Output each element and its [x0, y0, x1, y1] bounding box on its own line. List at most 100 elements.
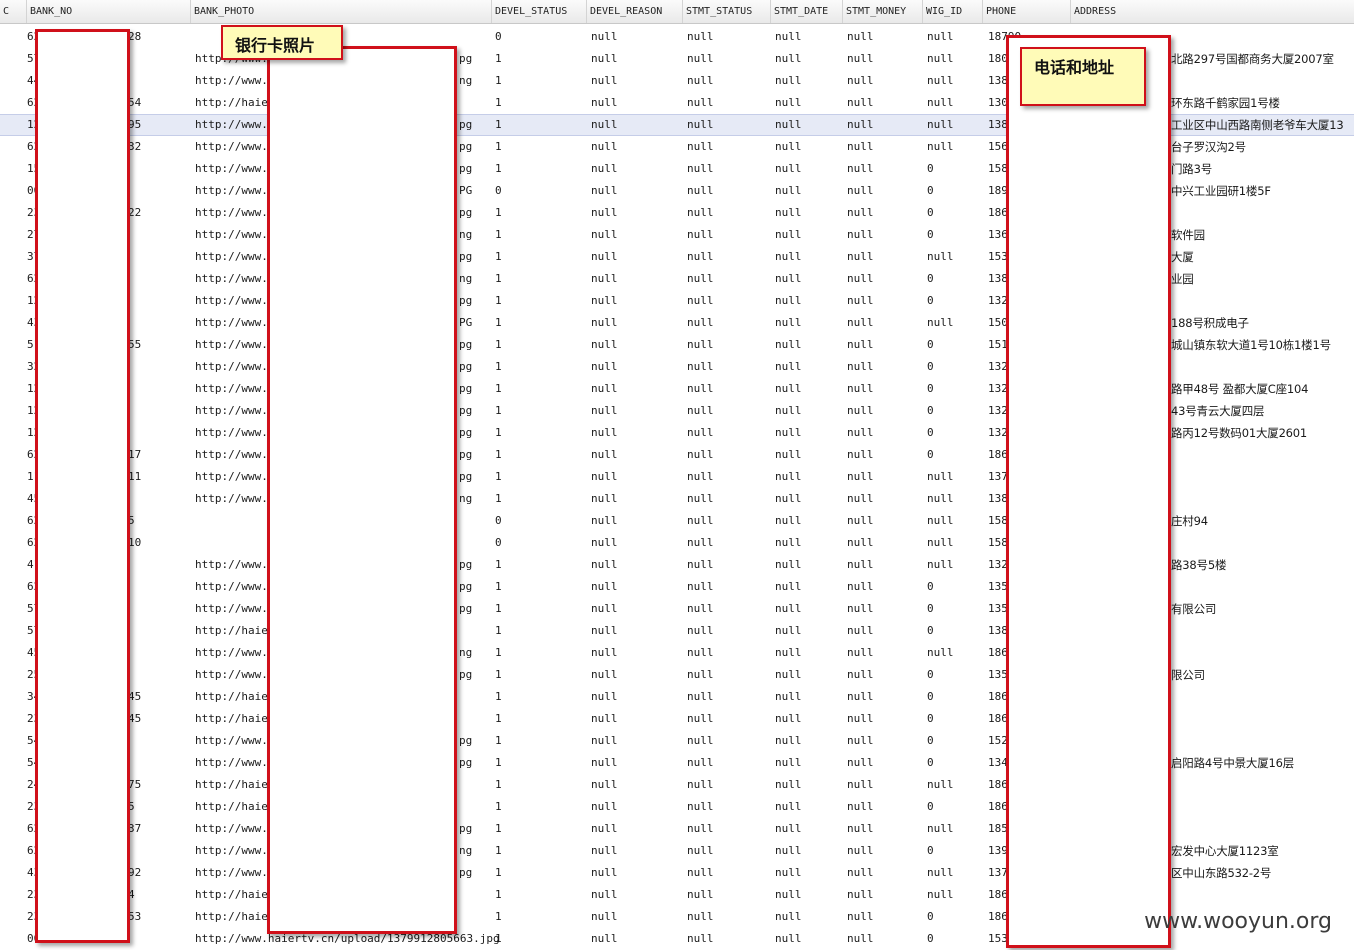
cell-bank-photo-tail: ng [459, 272, 473, 285]
cell-wig-id: 0 [927, 448, 934, 461]
column-header-stmt-status[interactable]: STMT_STATUS [683, 0, 771, 23]
cell-stmt-date: null [775, 800, 802, 813]
table-row[interactable]: 57http://www.hpg1nullnullnullnullnull180… [0, 48, 1354, 70]
table-row[interactable]: 12 http://www.h pg 1 null null null null 0 1321 路丙… [0, 422, 1354, 444]
cell-stmt-date: null [775, 844, 802, 857]
table-row[interactable]: 62 5 0 null null null null null 1585 庄村94 [0, 510, 1354, 532]
cell-bank-no-tail: 75 [128, 778, 142, 791]
cell-address: 工业区中山西路南侧老爷车大厦13 [1171, 118, 1344, 132]
cell-stmt-money: null [847, 118, 874, 131]
cell-bank-photo: http://www.h [195, 426, 275, 439]
cell-devel-reason: null [591, 668, 618, 681]
cell-address: 启阳路4号中景大厦16层 [1171, 756, 1295, 770]
table-row[interactable]: 43 http://www.h PG 1 null null null null null 150… [0, 312, 1354, 334]
cell-wig-id: 0 [927, 690, 934, 703]
cell-wig-id: null [927, 536, 954, 549]
table-row[interactable]: 62 http://www.h ng 1 null null null null 0 1382 业园 [0, 268, 1354, 290]
cell-bank-photo: http://www.h [195, 844, 275, 857]
cell-wig-id: 0 [927, 602, 934, 615]
table-row[interactable]: 12 http://www.h pg 1 null null null null 0 1324 路甲… [0, 378, 1354, 400]
cell-devel-status: 1 [495, 404, 502, 417]
cell-stmt-date: null [775, 646, 802, 659]
table-row[interactable]: 62 http://www.h ng 1 null null null null 0 1392 宏发… [0, 840, 1354, 862]
column-header-wig-id[interactable]: WIG_ID [923, 0, 983, 23]
cell-wig-id: null [927, 778, 954, 791]
table-row[interactable]: 54 http://www.h pg 1 null null null null 0 1340 启阳… [0, 752, 1354, 774]
cell-bank-photo-tail: pg [459, 448, 473, 461]
table-row[interactable]: 62 54 http://haier 1 null null null null null 130… [0, 92, 1354, 114]
cell-address: 业园 [1171, 272, 1194, 286]
column-header-stmt-money[interactable]: STMT_MONEY [843, 0, 923, 23]
column-header-c[interactable]: C [0, 0, 27, 23]
cell-devel-status: 1 [495, 690, 502, 703]
cell-stmt-money: null [847, 800, 874, 813]
table-row[interactable]: 62 10 0 null null null null null 1584 [0, 532, 1354, 554]
cell-stmt-money: null [847, 228, 874, 241]
table-row[interactable]: 23 22 http://www.h pg 1 null null null null 0 1866 [0, 202, 1354, 224]
table-row[interactable]: 62 http://www.h pg 1 null null null null 0 1351 [0, 576, 1354, 598]
column-header-devel-reason[interactable]: DEVEL_REASON [587, 0, 683, 23]
cell-bank-no-tail: 4 [128, 888, 135, 901]
cell-bank-photo: http://haier [195, 624, 275, 637]
column-header-address[interactable]: ADDRESS [1074, 6, 1117, 17]
cell-bank-photo: http://www.h [195, 140, 275, 153]
cell-stmt-date: null [775, 602, 802, 615]
watermark: www.wooyun.org [1144, 909, 1332, 934]
cell-devel-status: 1 [495, 844, 502, 857]
table-row[interactable]: 23 45 http://haier 1 null null null null 0 1866 [0, 708, 1354, 730]
cell-devel-status: 1 [495, 294, 502, 307]
table-row[interactable]: 51 55 http://www.h pg 1 null null null null 0 1514… [0, 334, 1354, 356]
cell-devel-status: 1 [495, 712, 502, 725]
table-row[interactable]: 54 http://www.h pg 1 null null null null 0 1522 [0, 730, 1354, 752]
table-row[interactable]: 41 http://www.h pg 1 null null null null null 132… [0, 554, 1354, 576]
table-row[interactable]: 62 32 http://www.h pg 1 null null null null null 1… [0, 136, 1354, 158]
cell-bank-photo-tail: pg [459, 602, 473, 615]
cell-address: 大厦 [1171, 250, 1194, 264]
cell-devel-reason: null [591, 250, 618, 263]
table-row[interactable]: 25 http://www.h pg 1 null null null null 0 1351 限公… [0, 664, 1354, 686]
cell-bank-photo: http://www.h [195, 602, 275, 615]
table-row[interactable]: 12 http://www.h pg 1 null null null null 0 1321 [0, 290, 1354, 312]
table-row[interactable]: 11 11 http://www.h pg 1 null null null null null 1… [0, 466, 1354, 488]
cell-wig-id: 0 [927, 294, 934, 307]
cell-wig-id: null [927, 96, 954, 109]
cell-devel-status: 1 [495, 668, 502, 681]
cell-stmt-status: null [687, 272, 714, 285]
column-header-phone[interactable]: PHONE [983, 0, 1071, 23]
cell-stmt-status: null [687, 690, 714, 703]
column-header-bank-no[interactable]: BANK_NO [27, 0, 191, 23]
cell-stmt-money: null [847, 382, 874, 395]
cell-stmt-status: null [687, 426, 714, 439]
column-header-bank-photo[interactable]: BANK_PHOTO [191, 0, 492, 23]
cell-devel-status: 1 [495, 316, 502, 329]
table-row[interactable]: 24 75 http://haier 1 null null null null null 186… [0, 774, 1354, 796]
cell-stmt-money: null [847, 932, 874, 945]
cell-stmt-date: null [775, 338, 802, 351]
column-header-devel-status[interactable]: DEVEL_STATUS [492, 0, 587, 23]
cell-bank-photo-tail: PG [459, 184, 473, 197]
column-header-bar: C BANK_NO BANK_PHOTO DEVEL_STATUS DEVEL_… [0, 0, 1354, 24]
cell-stmt-money: null [847, 96, 874, 109]
cell-bank-photo: http://haier [195, 96, 275, 109]
cell-stmt-status: null [687, 624, 714, 637]
cell-bank-photo-tail: pg [459, 294, 473, 307]
cell-stmt-status: null [687, 448, 714, 461]
cell-devel-status: 1 [495, 822, 502, 835]
cell-wig-id: 0 [927, 426, 934, 439]
table-row[interactable]: 00 http://www.h PG 0 null null null null 0 1892 中兴… [0, 180, 1354, 202]
cell-devel-reason: null [591, 140, 618, 153]
cell-stmt-status: null [687, 118, 714, 131]
cell-stmt-status: null [687, 734, 714, 747]
cell-stmt-date: null [775, 426, 802, 439]
cell-bank-photo: http://www.h [195, 734, 275, 747]
cell-devel-reason: null [591, 470, 618, 483]
cell-bank-photo-tail: PG [459, 316, 473, 329]
cell-devel-reason: null [591, 206, 618, 219]
cell-devel-reason: null [591, 426, 618, 439]
cell-devel-status: 1 [495, 470, 502, 483]
cell-stmt-status: null [687, 140, 714, 153]
cell-wig-id: null [927, 250, 954, 263]
column-header-stmt-date[interactable]: STMT_DATE [771, 0, 843, 23]
cell-devel-reason: null [591, 778, 618, 791]
cell-bank-no-tail: 32 [128, 140, 142, 153]
